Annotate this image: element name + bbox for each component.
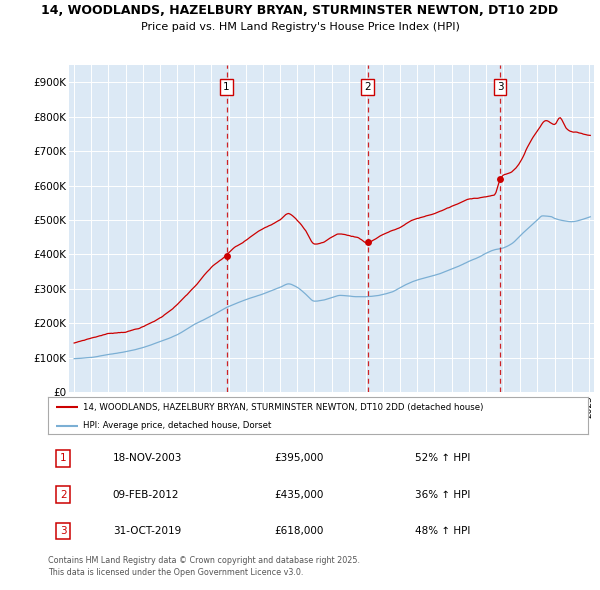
Text: 09-FEB-2012: 09-FEB-2012: [113, 490, 179, 500]
Text: 3: 3: [60, 526, 67, 536]
Text: 36% ↑ HPI: 36% ↑ HPI: [415, 490, 470, 500]
Text: £395,000: £395,000: [275, 453, 324, 463]
Text: 3: 3: [497, 82, 503, 92]
Text: 1: 1: [223, 82, 230, 92]
Text: 14, WOODLANDS, HAZELBURY BRYAN, STURMINSTER NEWTON, DT10 2DD: 14, WOODLANDS, HAZELBURY BRYAN, STURMINS…: [41, 4, 559, 17]
Text: 48% ↑ HPI: 48% ↑ HPI: [415, 526, 470, 536]
Text: 18-NOV-2003: 18-NOV-2003: [113, 453, 182, 463]
Text: HPI: Average price, detached house, Dorset: HPI: Average price, detached house, Dors…: [83, 421, 271, 430]
Text: Price paid vs. HM Land Registry's House Price Index (HPI): Price paid vs. HM Land Registry's House …: [140, 22, 460, 32]
Text: £435,000: £435,000: [275, 490, 324, 500]
Text: 14, WOODLANDS, HAZELBURY BRYAN, STURMINSTER NEWTON, DT10 2DD (detached house): 14, WOODLANDS, HAZELBURY BRYAN, STURMINS…: [83, 403, 484, 412]
Text: This data is licensed under the Open Government Licence v3.0.: This data is licensed under the Open Gov…: [48, 568, 304, 576]
Text: 2: 2: [60, 490, 67, 500]
Text: 2: 2: [364, 82, 371, 92]
Text: Contains HM Land Registry data © Crown copyright and database right 2025.: Contains HM Land Registry data © Crown c…: [48, 556, 360, 565]
Text: 52% ↑ HPI: 52% ↑ HPI: [415, 453, 470, 463]
Text: 1: 1: [60, 453, 67, 463]
Text: 31-OCT-2019: 31-OCT-2019: [113, 526, 181, 536]
Text: £618,000: £618,000: [275, 526, 324, 536]
